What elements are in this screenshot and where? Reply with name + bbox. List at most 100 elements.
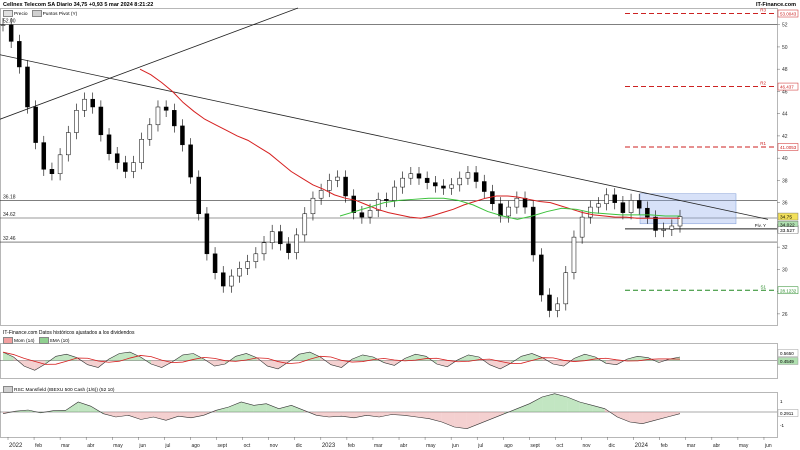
rsc-area	[153, 412, 166, 421]
pivot-label: Piv. Y	[755, 223, 766, 228]
y-tick-label: 50	[782, 45, 788, 51]
candle-body	[66, 132, 71, 156]
rsc-area	[642, 412, 655, 424]
x-tick-label: jun	[764, 443, 772, 449]
price-tag	[777, 212, 799, 221]
candle-body	[253, 253, 259, 262]
rsc-area	[354, 412, 367, 418]
x-tick-label: mar	[374, 443, 383, 449]
candle-body	[343, 176, 348, 197]
mom-area	[553, 360, 564, 367]
pivot-label: R3	[760, 8, 766, 13]
rsc-area	[203, 410, 217, 416]
x-tick-label: mar	[687, 443, 696, 449]
price-tag-label: 34.75	[780, 215, 792, 221]
mom-tag-label: 0.5650	[780, 351, 794, 356]
mom-area	[605, 360, 617, 365]
mom-area	[3, 352, 14, 361]
mom-sma-line	[2, 351, 681, 365]
rsc-area	[328, 412, 342, 417]
candle-body	[163, 106, 169, 111]
candle-body	[0, 24, 6, 26]
x-tick-label: ago	[191, 443, 200, 449]
legend-swatch-icon	[3, 337, 13, 344]
rsc-area	[491, 412, 505, 419]
legend-swatch-icon	[38, 337, 49, 344]
rsc-area	[216, 407, 229, 412]
y-tick-label: 48	[782, 67, 788, 73]
candle-body	[294, 234, 299, 253]
y-tick-label: 30	[782, 267, 788, 273]
panel-mom-frame	[0, 343, 778, 379]
rsc-area	[441, 412, 455, 427]
x-tick-label: jun	[451, 443, 459, 449]
mom-area	[574, 354, 585, 361]
mom-area	[404, 354, 416, 361]
rsc-area	[379, 412, 392, 417]
rsc-area	[654, 412, 668, 421]
candle-body	[196, 176, 202, 215]
mom-area	[436, 360, 448, 367]
trendline-up	[0, 7, 299, 120]
candle-body	[392, 186, 397, 201]
legend-item-pivots: Puntos Pivot (Y)	[31, 10, 77, 17]
candle-body	[302, 213, 308, 236]
rsc-tag-label: -1	[780, 423, 784, 428]
x-tick-label: mar	[61, 443, 70, 449]
candle-body	[155, 106, 161, 126]
candle-body	[90, 98, 95, 108]
y-tick-label: 44	[782, 112, 788, 118]
x-tick-label: 2022	[9, 443, 23, 449]
candle-body	[636, 200, 642, 209]
candle-body	[327, 180, 332, 191]
candle-body	[490, 191, 495, 205]
candle-body	[41, 142, 47, 170]
candle-body	[555, 303, 560, 311]
candle-body	[57, 154, 63, 174]
x-tick-label: nov	[582, 443, 591, 449]
x-tick-label: jul	[164, 443, 170, 449]
rsc-area	[667, 412, 680, 417]
candle-body	[98, 106, 104, 136]
pivot-label: R1	[760, 141, 766, 146]
pivot-tag	[777, 143, 799, 151]
x-tick-label: jun	[138, 443, 146, 449]
x-tick-label: ago	[504, 443, 513, 449]
pivot-tag-label: 53.0043	[780, 12, 797, 17]
legend-item-mom: Mom (14)	[3, 337, 35, 344]
rsc-area	[579, 402, 593, 412]
rsc-area	[78, 402, 91, 412]
candle-body	[604, 194, 609, 205]
rsc-area	[554, 393, 568, 412]
rsc-area	[517, 403, 530, 412]
candle-body	[310, 197, 316, 215]
candle-body	[318, 190, 324, 199]
mom-area	[235, 353, 247, 361]
x-tick-label: feb	[35, 443, 42, 449]
candle-body	[498, 203, 503, 217]
chart-title: Cellnex Telecom SA Diario 34,75 +0,93 5 …	[3, 2, 154, 8]
rsc-area	[128, 412, 141, 420]
rsc-area	[416, 412, 430, 419]
candle-body	[563, 272, 569, 305]
pivot-label: R2	[760, 81, 766, 86]
mom-tag	[777, 349, 799, 357]
candle-body	[33, 106, 38, 143]
candle-body	[8, 24, 14, 42]
level-label: 36.18	[3, 195, 16, 201]
candle-body	[269, 231, 275, 243]
rsc-area	[278, 405, 292, 412]
candle-body	[449, 184, 454, 189]
legend-item-rsc: RSC Mansfield (IBEXU 500 Cash (1/6)) (52…	[3, 386, 115, 393]
rsc-area	[567, 397, 580, 412]
trendline-down	[0, 54, 769, 220]
rsc-area	[291, 405, 304, 412]
mom-tag	[777, 357, 799, 365]
candle-body	[286, 243, 291, 253]
candle-body	[147, 124, 153, 140]
x-tick-label: abr	[87, 443, 95, 449]
candle-body	[596, 203, 601, 208]
pivot-tag	[777, 286, 799, 295]
rsc-area	[165, 412, 179, 421]
rsc-tag	[777, 409, 799, 417]
